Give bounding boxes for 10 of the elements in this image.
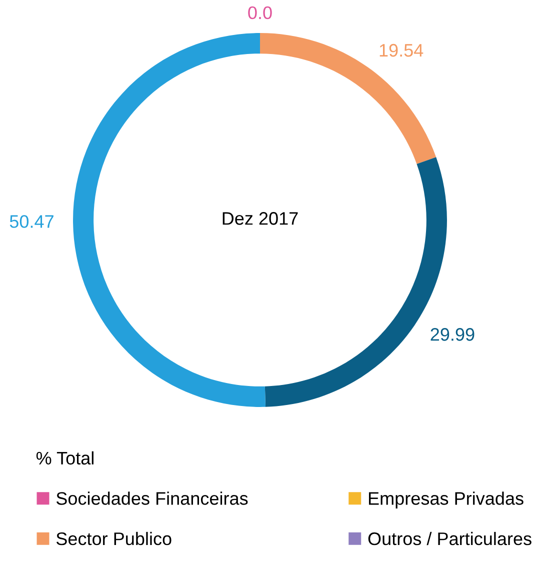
text: Dez 2017: [222, 212, 298, 225]
legend-label: Sector Publico: [56, 532, 172, 546]
data-label: 19.54: [380, 44, 424, 57]
legend-title: % Total: [36, 451, 94, 465]
legend-label: Sociedades Financeiras: [56, 492, 248, 505]
data-label: 29.99: [430, 328, 474, 341]
legend-label: Empresas Privadas: [368, 492, 524, 508]
text: 0.0: [248, 6, 272, 20]
legend-label: Outros / Particulares: [368, 532, 532, 546]
data-label: 50.47: [10, 215, 54, 228]
